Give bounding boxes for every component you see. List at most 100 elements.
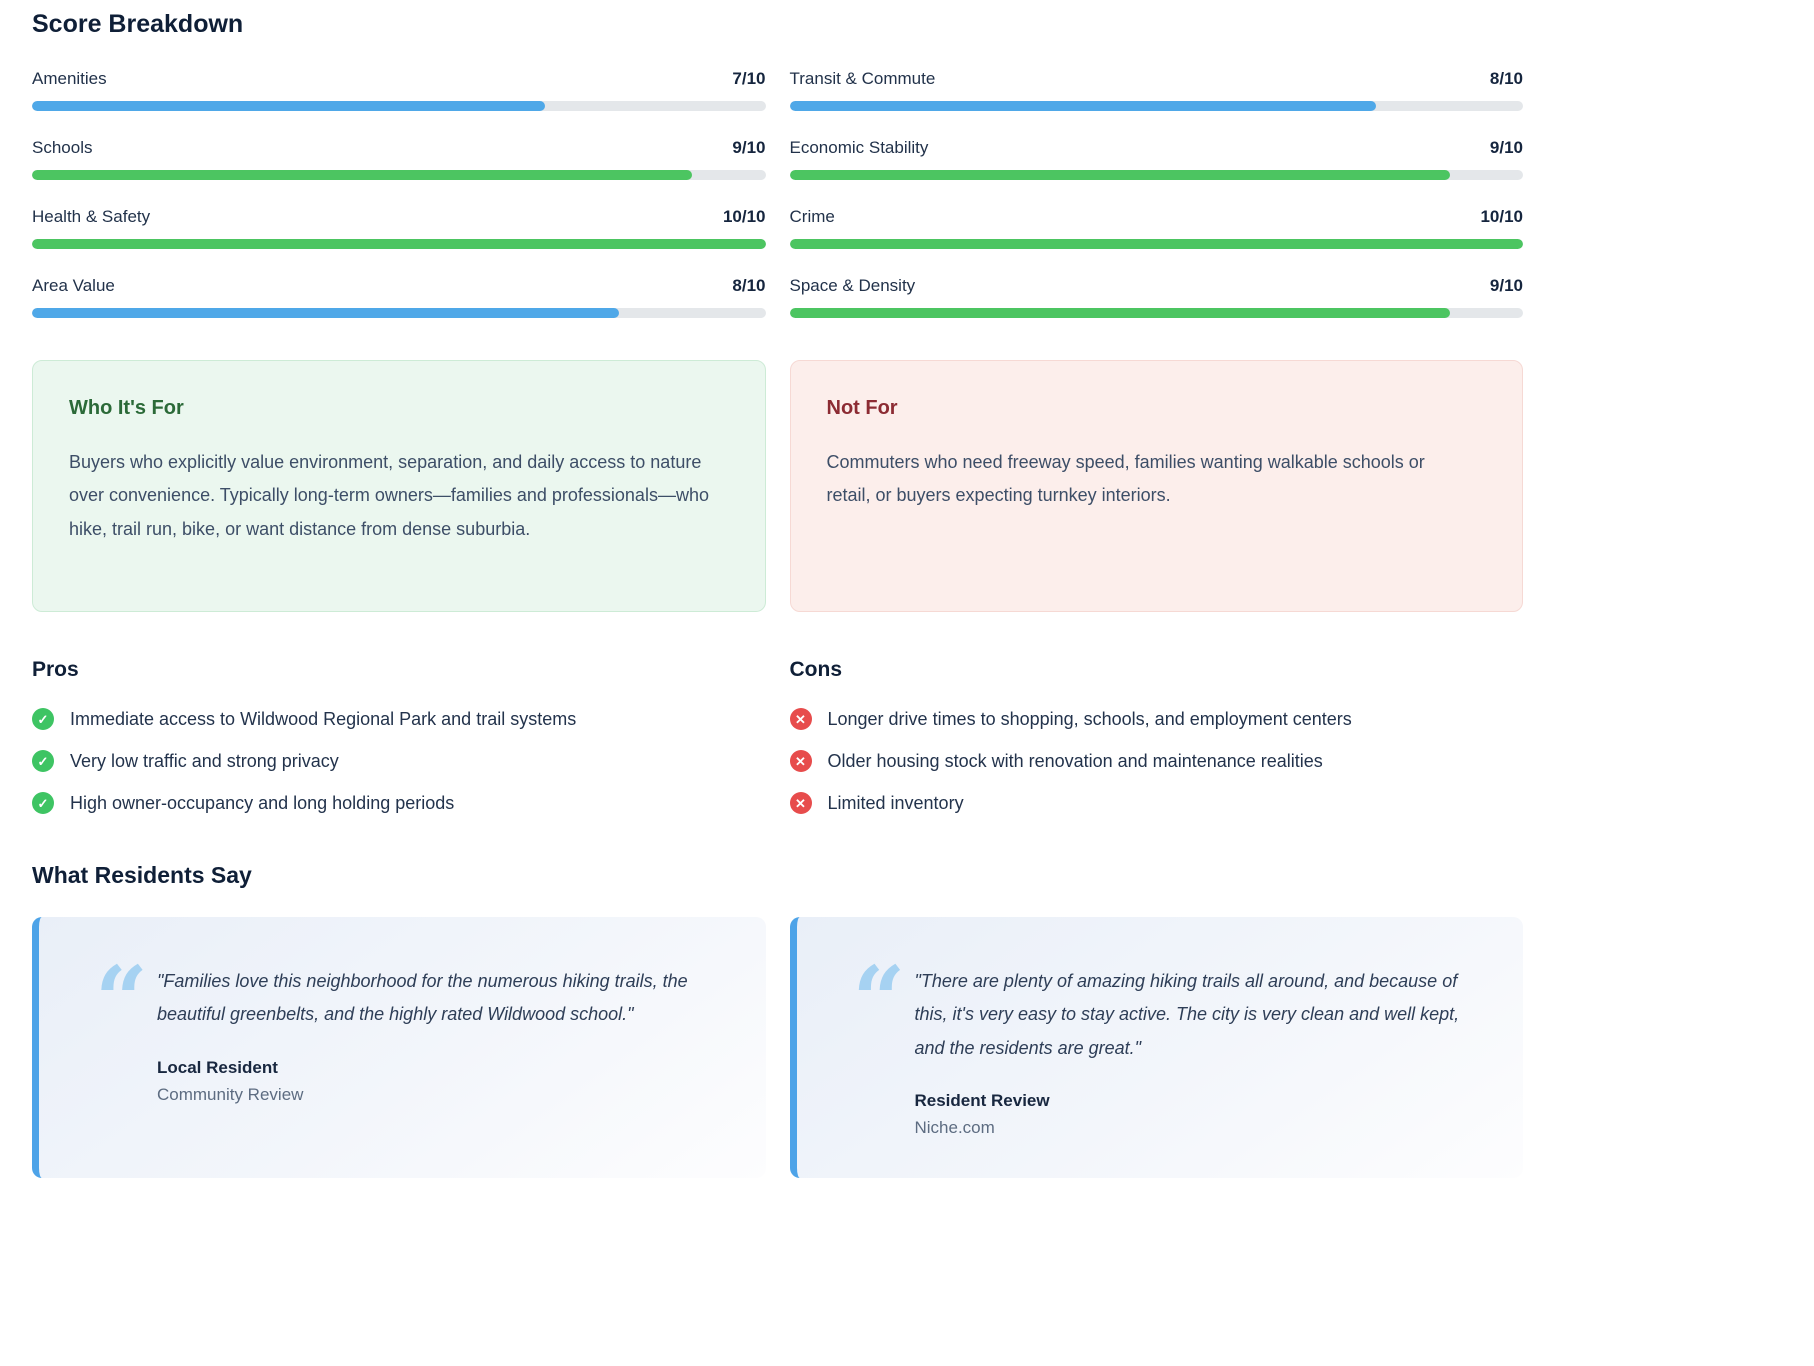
score-value: 9/10 (1489, 276, 1523, 295)
quote-text: "Families love this neighborhood for the… (157, 971, 688, 1025)
testimonials-grid: “"Families love this neighborhood for th… (32, 917, 1523, 1178)
x-circle-icon: ✕ (789, 792, 812, 814)
score-bar-track (789, 101, 1523, 111)
score-bar-track (789, 239, 1523, 249)
not-for-title: Not For (826, 397, 898, 419)
score-bar-track (32, 308, 766, 318)
pros-item: ✓ Immediate access to Wildwood Regional P… (32, 708, 766, 730)
cons-section: Cons ✕ Longer drive times to shopping, sc… (789, 658, 1524, 814)
score-row: Space & Density 9/10 (789, 276, 1524, 318)
who-its-for-text: Buyers who explicitly value environment,… (69, 452, 709, 539)
score-column-left: Amenities 7/10 Schools 9/10 Health & Safety 1… (32, 69, 766, 318)
quote-icon: “ (852, 946, 906, 1054)
score-row-header: Economic Stability 9/10 (790, 138, 1524, 158)
score-value: 8/10 (732, 276, 766, 295)
cons-item-text: Longer drive times to shopping, schools,… (827, 708, 1352, 729)
quote-author: Local Resident (157, 1057, 278, 1077)
pros-item-text: Immediate access to Wildwood Regional Pa… (70, 708, 577, 729)
score-bar-fill (32, 101, 546, 111)
quote-text: "There are plenty of amazing hiking trai… (914, 971, 1460, 1058)
score-row: Schools 9/10 (32, 138, 766, 180)
score-label: Space & Density (789, 276, 916, 295)
not-for-card: Not For Commuters who need freeway speed… (789, 360, 1523, 612)
score-value: 9/10 (1489, 138, 1523, 157)
score-value: 10/10 (722, 207, 766, 226)
score-label: Schools (32, 138, 93, 157)
score-row-header: Transit & Commute 8/10 (790, 69, 1524, 89)
score-row: Economic Stability 9/10 (789, 138, 1524, 180)
who-its-for-card: Who It's For Buyers who explicitly value… (32, 360, 766, 612)
quote-author: Resident Review (914, 1090, 1050, 1110)
score-row-header: Space & Density 9/10 (790, 276, 1524, 296)
score-bar-track (32, 101, 766, 111)
check-circle-icon: ✓ (32, 708, 54, 730)
score-label: Health & Safety (32, 207, 151, 226)
score-row-header: Health & Safety 10/10 (32, 207, 766, 227)
score-row: Crime 10/10 (789, 207, 1524, 249)
cons-item-text: Older housing stock with renovation and … (827, 750, 1323, 771)
testimonial-body: "Families love this neighborhood for the… (157, 965, 726, 1105)
quote-icon: “ (95, 946, 148, 1054)
score-bar-fill (32, 239, 766, 249)
score-label: Economic Stability (789, 138, 929, 157)
score-bar-fill (789, 101, 1377, 111)
score-bar-fill (32, 308, 619, 318)
score-breakdown-page: Score Breakdown Amenities 7/10 Schools 9/10… (32, 0, 1523, 1178)
cons-item: ✕ Older housing stock with renovation and… (789, 750, 1524, 772)
score-row-header: Crime 10/10 (790, 207, 1524, 227)
score-bar-track (32, 239, 766, 249)
score-row: Health & Safety 10/10 (32, 207, 766, 249)
score-value: 8/10 (1489, 69, 1523, 88)
score-row-header: Schools 9/10 (32, 138, 766, 158)
testimonial-card: “"There are plenty of amazing hiking tra… (789, 917, 1523, 1178)
pros-section: Pros ✓ Immediate access to Wildwood Regio… (32, 658, 766, 814)
fit-grid: Who It's For Buyers who explicitly value… (32, 360, 1523, 612)
testimonial-inner: “"There are plenty of amazing hiking tra… (852, 946, 1484, 1138)
testimonial-card: “"Families love this neighborhood for th… (32, 917, 766, 1178)
score-bar-fill (789, 239, 1523, 249)
cons-title: Cons (789, 658, 843, 681)
score-bar-track (789, 170, 1523, 180)
pros-cons-grid: Pros ✓ Immediate access to Wildwood Regio… (32, 658, 1523, 814)
score-label: Amenities (32, 69, 107, 88)
check-circle-icon: ✓ (32, 792, 54, 814)
testimonial-body: "There are plenty of amazing hiking trai… (915, 965, 1484, 1138)
score-label: Area Value (32, 276, 115, 295)
quote-source: Community Review (157, 1084, 304, 1104)
score-value: 9/10 (732, 138, 766, 157)
score-column-right: Transit & Commute 8/10 Economic Stability 9… (789, 69, 1524, 318)
pros-title: Pros (32, 658, 79, 681)
score-bar-fill (789, 308, 1450, 318)
pros-item: ✓ Very low traffic and strong privacy (32, 750, 766, 772)
cons-item-text: Limited inventory (827, 792, 964, 813)
score-label: Transit & Commute (789, 69, 936, 88)
x-circle-icon: ✕ (789, 708, 812, 730)
cons-list: ✕ Longer drive times to shopping, schools… (789, 708, 1524, 814)
score-bar-track (789, 308, 1523, 318)
score-row-header: Amenities 7/10 (32, 69, 766, 89)
cons-item: ✕ Limited inventory (789, 792, 1524, 814)
x-circle-icon: ✕ (789, 750, 812, 772)
testimonial-inner: “"Families love this neighborhood for th… (95, 946, 726, 1105)
pros-list: ✓ Immediate access to Wildwood Regional P… (32, 708, 766, 814)
score-bar-fill (32, 170, 693, 180)
cons-item: ✕ Longer drive times to shopping, schools… (789, 708, 1524, 730)
score-row: Amenities 7/10 (32, 69, 766, 111)
who-its-for-title: Who It's For (69, 397, 184, 419)
score-row: Area Value 8/10 (32, 276, 766, 318)
score-bar-track (32, 170, 766, 180)
score-row: Transit & Commute 8/10 (789, 69, 1524, 111)
not-for-text: Commuters who need freeway speed, famili… (826, 452, 1425, 506)
page-title: Score Breakdown (32, 10, 244, 38)
score-bar-fill (789, 170, 1450, 180)
check-circle-icon: ✓ (32, 750, 54, 772)
pros-item-text: High owner-occupancy and long holding pe… (70, 792, 455, 813)
score-grid: Amenities 7/10 Schools 9/10 Health & Safety 1… (32, 69, 1523, 318)
pros-item-text: Very low traffic and strong privacy (70, 750, 339, 771)
score-label: Crime (789, 207, 835, 226)
score-value: 10/10 (1480, 207, 1523, 226)
quote-source: Niche.com (914, 1117, 995, 1137)
residents-title: What Residents Say (32, 862, 252, 888)
score-value: 7/10 (732, 69, 766, 88)
score-row-header: Area Value 8/10 (32, 276, 766, 296)
